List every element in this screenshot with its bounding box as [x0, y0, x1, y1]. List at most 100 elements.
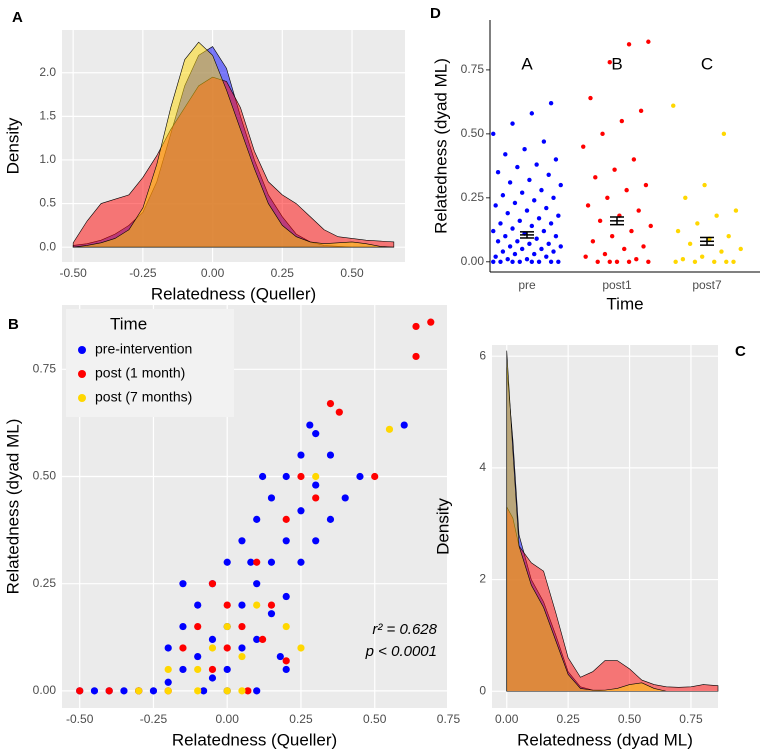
point — [267, 494, 276, 502]
point — [282, 622, 290, 631]
y-tick-label: 1.0 — [39, 152, 56, 166]
y-tick-label: 0.5 — [39, 196, 56, 210]
point — [719, 249, 724, 254]
point — [544, 205, 549, 211]
point — [498, 259, 503, 264]
y-axis-title: Density — [433, 498, 452, 555]
y-tick-label: 0.75 — [33, 361, 57, 375]
point — [179, 644, 187, 652]
x-tick-label: post1 — [602, 278, 632, 292]
x-axis-title: Relatedness (Queller) — [151, 284, 316, 303]
point — [532, 198, 537, 203]
density-area — [73, 41, 394, 248]
point — [194, 601, 202, 609]
point — [282, 472, 290, 481]
point — [297, 558, 305, 566]
y-tick-label: 6 — [479, 348, 486, 362]
x-tick-label: 0.75 — [437, 712, 461, 726]
point — [590, 239, 596, 244]
point — [500, 249, 506, 254]
y-tick-label: 0.00 — [33, 683, 57, 697]
y-tick-label: 2 — [479, 572, 486, 586]
point — [282, 515, 290, 523]
point — [297, 472, 305, 481]
point — [524, 208, 530, 213]
point — [244, 687, 252, 695]
x-axis-title: Time — [606, 294, 643, 313]
point — [675, 228, 681, 234]
point — [253, 601, 261, 609]
point — [733, 208, 739, 213]
point — [341, 494, 349, 502]
x-tick-label: 0.25 — [271, 266, 295, 280]
point — [312, 481, 320, 489]
point — [297, 451, 305, 459]
panel-letter: D — [430, 5, 441, 22]
point — [179, 665, 187, 674]
point — [648, 223, 653, 229]
point — [724, 259, 729, 264]
point — [529, 259, 535, 264]
legend-swatch — [78, 346, 86, 354]
point — [515, 164, 520, 170]
point — [712, 259, 717, 264]
panel-letter: C — [735, 343, 746, 360]
point — [194, 687, 202, 695]
point — [503, 233, 508, 239]
point — [731, 259, 736, 264]
point — [267, 601, 276, 609]
point — [238, 537, 246, 545]
point — [558, 244, 563, 249]
point — [726, 233, 731, 239]
y-tick-label: 0.25 — [461, 190, 485, 204]
point — [282, 665, 290, 674]
point — [641, 244, 646, 249]
point — [238, 601, 246, 609]
point — [194, 652, 202, 661]
point — [505, 257, 510, 262]
panel-letter: B — [8, 316, 19, 333]
point — [500, 193, 506, 198]
point — [306, 421, 314, 429]
point — [692, 259, 698, 264]
point — [507, 180, 513, 185]
point — [534, 236, 539, 241]
x-tick-label: 0.50 — [363, 712, 387, 726]
point — [553, 233, 559, 239]
y-tick-label: 0.0 — [39, 239, 56, 253]
point — [326, 400, 335, 408]
point — [164, 687, 172, 695]
point — [427, 318, 435, 326]
point — [638, 108, 644, 114]
point — [687, 241, 693, 247]
point — [695, 221, 700, 226]
point — [312, 537, 320, 545]
group-label: B — [611, 54, 622, 73]
point — [607, 259, 612, 264]
point — [326, 451, 335, 459]
point — [90, 687, 99, 695]
point — [505, 210, 510, 216]
point — [714, 213, 719, 218]
point — [529, 223, 535, 229]
point — [223, 665, 231, 674]
x-tick-label: 0.75 — [679, 712, 703, 726]
point — [532, 251, 537, 257]
x-tick-label: pre — [518, 278, 536, 292]
x-tick-label: 0.50 — [618, 712, 642, 726]
point — [585, 203, 591, 208]
point — [558, 182, 563, 188]
point — [612, 167, 617, 172]
point — [527, 241, 532, 247]
density-area — [506, 350, 718, 692]
point — [609, 233, 615, 239]
point — [597, 218, 603, 224]
x-tick-label: 0.50 — [340, 266, 364, 280]
point — [541, 228, 547, 234]
point — [512, 251, 518, 257]
panel-letter: A — [12, 9, 23, 26]
point — [522, 146, 527, 152]
point — [267, 610, 276, 618]
point — [671, 103, 676, 108]
